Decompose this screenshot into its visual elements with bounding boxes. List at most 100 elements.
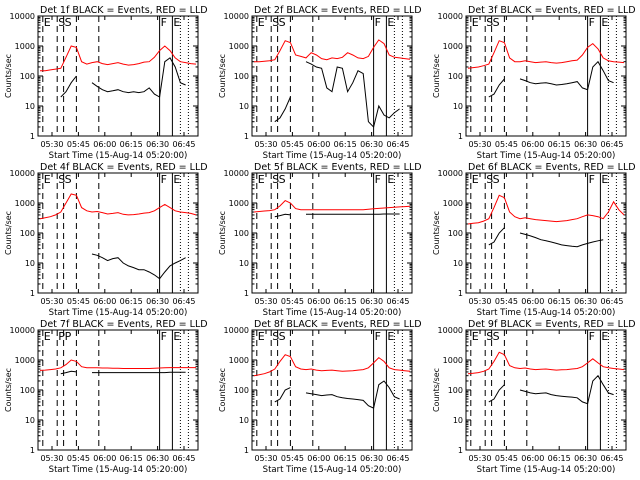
y-tick-label: 1000: [15, 42, 35, 51]
x-tick-label: 06:30: [146, 140, 169, 149]
y-tick-label: 1000: [229, 42, 249, 51]
y-tick-label: 1: [30, 132, 35, 141]
y-tick-label: 100: [20, 72, 35, 81]
series-lld-line: [254, 39, 411, 63]
plot-frame: [465, 329, 627, 451]
x-tick-label: 06:45: [600, 140, 623, 149]
marker-label: E: [387, 173, 394, 186]
x-tick-label: 05:30: [254, 454, 277, 463]
series-lld-line: [40, 45, 197, 72]
marker-label: S: [486, 16, 493, 29]
marker-label: E: [173, 330, 180, 343]
marker-label: S: [493, 16, 500, 29]
series-lld-line: [39, 193, 197, 220]
x-axis-label: Start Time (15-Aug-14 05:20:00): [263, 151, 402, 161]
marker-label: S: [279, 16, 286, 29]
x-tick-label: 06:30: [360, 297, 383, 306]
marker-label: F: [375, 330, 381, 343]
marker-label: E: [258, 16, 265, 29]
x-tick-label: 05:45: [495, 454, 518, 463]
x-tick-label: 06:00: [93, 454, 116, 463]
y-tick-label: 10000: [224, 326, 249, 335]
marker-label: F: [161, 330, 167, 343]
chart-panel-8: Det 8f BLACK = Events, RED = LLD 1 10 100 10…: [218, 319, 422, 475]
plot-frame: [37, 172, 199, 294]
y-tick-label: 100: [448, 229, 463, 238]
y-tick-label: 10000: [224, 169, 249, 178]
marker-label: S: [272, 173, 279, 186]
y-axis-label: Counts/sec: [218, 211, 227, 255]
marker-label: E: [601, 16, 608, 29]
x-tick-label: 05:30: [468, 454, 491, 463]
chart-title: Det 5f BLACK = Events, RED = LLD: [254, 162, 422, 173]
chart-panel-7: Det 7f BLACK = Events, RED = LLD 1 10 100 10…: [4, 319, 208, 475]
x-tick-label: 06:30: [360, 140, 383, 149]
chart-title: Det 3f BLACK = Events, RED = LLD: [468, 5, 636, 16]
marker-label: E: [258, 330, 265, 343]
marker-label: F: [589, 16, 595, 29]
series-events-line: [488, 374, 614, 405]
series-lld-line: [467, 40, 625, 69]
marker-label: F: [375, 173, 381, 186]
marker-label: E: [258, 173, 265, 186]
y-axis-label: Counts/sec: [4, 211, 13, 255]
y-tick-label: 10000: [10, 12, 35, 21]
x-tick-label: 06:15: [120, 297, 143, 306]
chart-panel-4: Det 4f BLACK = Events, RED = LLD 1 10 100 10…: [4, 162, 208, 318]
marker-label: S: [486, 173, 493, 186]
y-tick-label: 100: [234, 72, 249, 81]
x-tick-label: 05:30: [254, 140, 277, 149]
x-tick-label: 06:15: [334, 297, 357, 306]
x-tick-label: 06:45: [172, 297, 195, 306]
marker-label: E: [44, 173, 51, 186]
y-tick-label: 10: [453, 259, 463, 268]
marker-label: E: [44, 16, 51, 29]
marker-label: E: [387, 330, 394, 343]
x-tick-label: 05:30: [40, 454, 63, 463]
x-axis-label: Start Time (15-Aug-14 05:20:00): [477, 308, 616, 318]
y-tick-label: 1: [244, 446, 249, 455]
marker-label: E: [472, 16, 479, 29]
series-events-line: [488, 60, 614, 98]
y-tick-label: 1: [244, 289, 249, 298]
x-tick-label: 06:30: [574, 454, 597, 463]
series-lld-line: [467, 194, 625, 225]
x-tick-label: 06:30: [574, 140, 597, 149]
y-tick-label: 1000: [15, 356, 35, 365]
y-tick-label: 100: [20, 229, 35, 238]
chart-title: Det 1f BLACK = Events, RED = LLD: [40, 5, 208, 16]
marker-label: F: [375, 16, 381, 29]
marker-label: P: [58, 330, 65, 343]
x-tick-label: 05:45: [281, 297, 304, 306]
marker-label: S: [486, 330, 493, 343]
y-tick-label: 100: [234, 229, 249, 238]
x-tick-label: 06:15: [120, 454, 143, 463]
series-events-line: [91, 253, 186, 280]
y-tick-label: 1000: [229, 199, 249, 208]
y-tick-label: 1: [244, 132, 249, 141]
y-tick-label: 10000: [438, 326, 463, 335]
chart-title: Det 2f BLACK = Events, RED = LLD: [254, 5, 422, 16]
marker-label: E: [472, 330, 479, 343]
plot-frame: [465, 172, 627, 294]
y-tick-label: 10: [453, 416, 463, 425]
marker-label: E: [44, 330, 51, 343]
marker-label: S: [272, 330, 279, 343]
x-tick-label: 05:30: [468, 140, 491, 149]
marker-label: E: [173, 173, 180, 186]
chart-panel-1: Det 1f BLACK = Events, RED = LLD 1 10 100 10…: [4, 5, 208, 161]
chart-panel-5: Det 5f BLACK = Events, RED = LLD 1 10 100 10…: [218, 162, 422, 318]
y-axis-label: Counts/sec: [432, 368, 441, 412]
x-axis-label: Start Time (15-Aug-14 05:20:00): [49, 308, 188, 318]
x-tick-label: 06:00: [521, 140, 544, 149]
marker-label: S: [58, 16, 65, 29]
x-axis-label: Start Time (15-Aug-14 05:20:00): [49, 151, 188, 161]
x-tick-label: 06:00: [521, 297, 544, 306]
y-tick-label: 10000: [10, 169, 35, 178]
plot-frame: [37, 15, 199, 137]
series-lld-line: [253, 354, 411, 377]
y-tick-label: 10: [239, 416, 249, 425]
x-tick-label: 06:15: [334, 140, 357, 149]
x-tick-label: 06:45: [386, 297, 409, 306]
